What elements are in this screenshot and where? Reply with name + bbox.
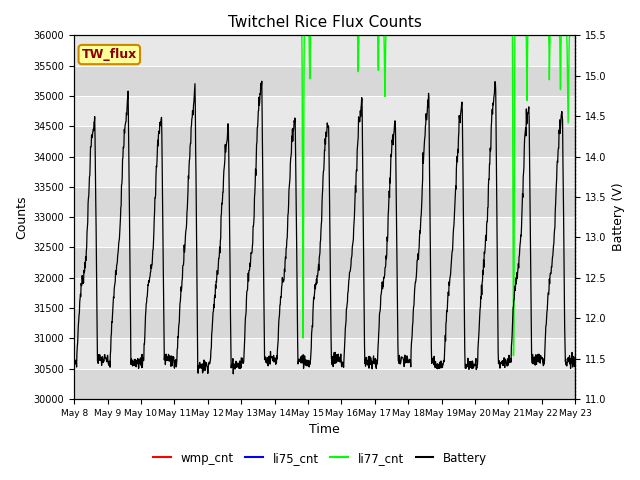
Bar	[74, 126, 575, 156]
Text: TW_flux: TW_flux	[82, 48, 137, 61]
Bar	[74, 36, 575, 66]
Bar	[74, 247, 575, 278]
Y-axis label: Counts: Counts	[15, 195, 28, 239]
Y-axis label: Battery (V): Battery (V)	[612, 183, 625, 252]
Legend: wmp_cnt, li75_cnt, li77_cnt, Battery: wmp_cnt, li75_cnt, li77_cnt, Battery	[148, 447, 492, 469]
Bar	[74, 278, 575, 308]
Title: Twitchel Rice Flux Counts: Twitchel Rice Flux Counts	[228, 15, 422, 30]
Bar	[74, 217, 575, 247]
Bar	[74, 96, 575, 126]
X-axis label: Time: Time	[309, 423, 340, 436]
Bar	[74, 338, 575, 369]
Bar	[74, 66, 575, 96]
Bar	[74, 187, 575, 217]
Bar	[74, 369, 575, 399]
Bar	[74, 308, 575, 338]
Bar	[74, 156, 575, 187]
